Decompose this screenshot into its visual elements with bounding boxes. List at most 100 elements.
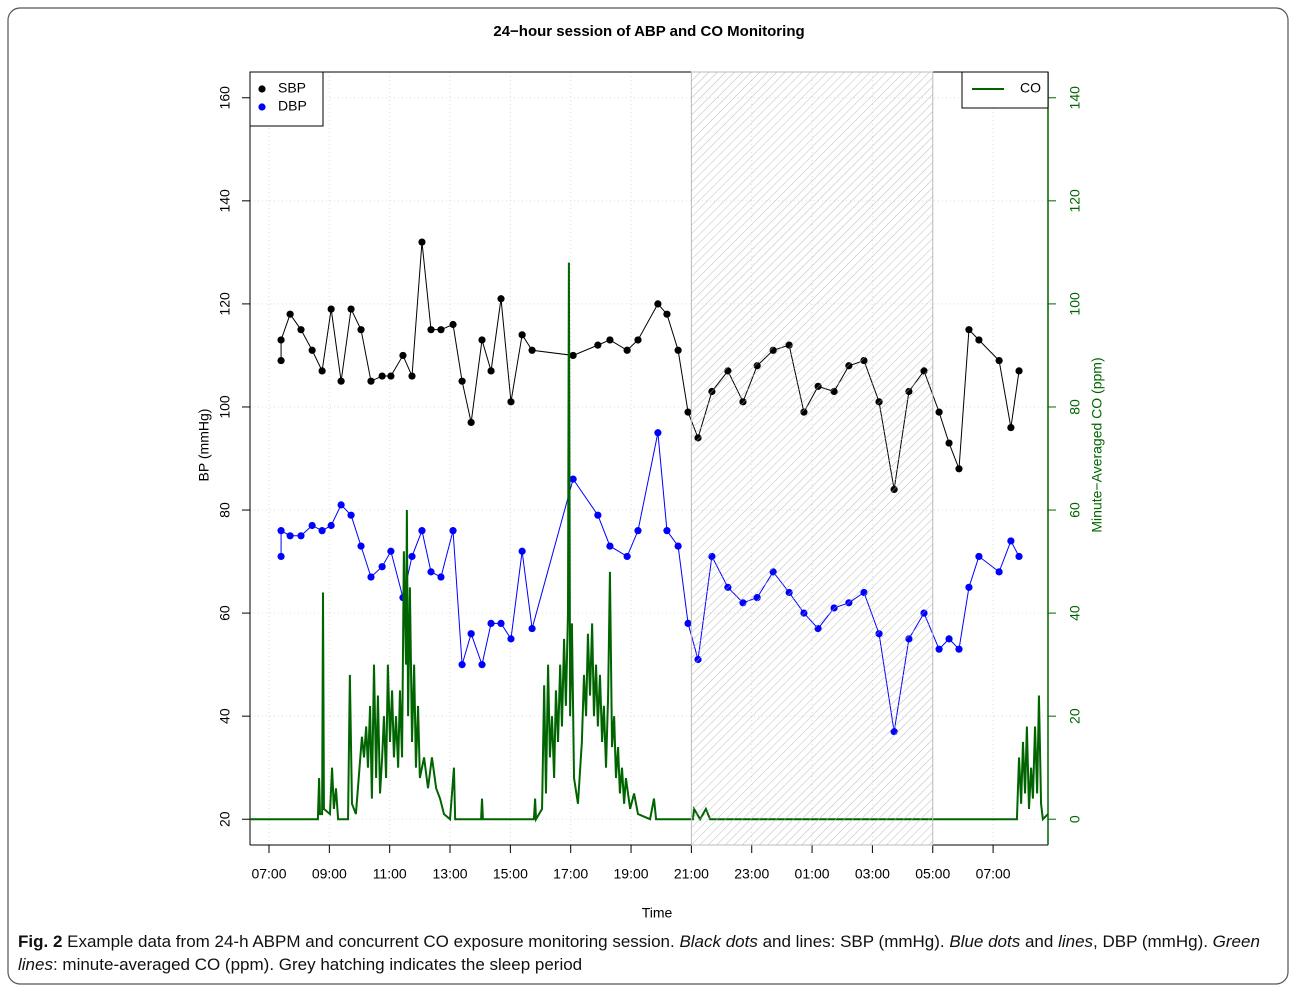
caption-run: and — [1020, 932, 1059, 951]
data-point — [634, 336, 642, 344]
data-point — [277, 552, 285, 561]
data-point — [935, 645, 943, 653]
data-point — [418, 238, 426, 246]
data-point — [408, 552, 416, 561]
data-point — [297, 532, 305, 540]
data-point — [975, 552, 983, 561]
data-point — [458, 377, 466, 385]
data-point — [487, 367, 495, 375]
x-tick-label: 05:00 — [915, 866, 950, 882]
data-point — [467, 418, 475, 427]
data-point — [995, 356, 1003, 365]
caption-run: : minute-averaged CO (ppm). Grey hatchin… — [52, 955, 583, 974]
data-point — [528, 624, 536, 633]
y-tick-label: 40 — [217, 708, 233, 724]
legend-box — [249, 71, 324, 127]
data-point — [387, 372, 395, 380]
x-tick-label: 21:00 — [674, 866, 709, 882]
data-point — [297, 326, 305, 334]
y-tick-label: 160 — [217, 86, 233, 110]
data-point — [277, 527, 285, 535]
data-point — [458, 661, 466, 669]
data-point — [497, 619, 505, 628]
data-point — [367, 377, 375, 385]
data-point — [286, 532, 294, 540]
data-point — [467, 630, 475, 638]
x-tick-label: 07:00 — [251, 866, 286, 882]
caption-run: , DBP (mmHg). — [1093, 932, 1213, 951]
data-point — [569, 351, 577, 360]
x-tick-label: 19:00 — [614, 866, 649, 882]
data-point — [378, 372, 386, 380]
data-point — [654, 429, 662, 437]
legend-label: DBP — [278, 98, 307, 114]
data-point — [528, 346, 536, 354]
caption-run: Black dots — [679, 932, 758, 951]
data-point — [623, 552, 631, 561]
data-point — [378, 563, 386, 571]
x-tick-label: 07:00 — [976, 866, 1011, 882]
data-point — [634, 527, 642, 535]
data-point — [654, 300, 662, 308]
y-tick-label: 80 — [217, 502, 233, 518]
data-point — [357, 326, 365, 334]
x-tick-label: 15:00 — [493, 866, 528, 882]
data-point — [995, 568, 1003, 576]
data-point — [308, 521, 316, 530]
x-tick-label: 01:00 — [795, 866, 830, 882]
data-point — [965, 583, 973, 591]
data-point — [449, 527, 457, 535]
chart-title: 24−hour session of ABP and CO Monitoring — [493, 23, 804, 40]
data-point — [399, 351, 407, 360]
data-point — [347, 305, 355, 313]
caption-run: lines — [1058, 932, 1094, 951]
caption-run: Green lines — [18, 932, 1265, 974]
caption-run: and lines: SBP (mmHg). — [757, 932, 950, 951]
data-point — [955, 645, 963, 653]
data-point — [437, 326, 445, 334]
data-point — [663, 310, 671, 318]
y2-tick-label: 40 — [1067, 605, 1083, 621]
data-point — [684, 619, 692, 628]
data-point — [674, 346, 682, 354]
y-tick-label: 100 — [217, 395, 233, 419]
legend-label: CO — [1020, 80, 1041, 96]
data-point — [357, 542, 365, 550]
x-tick-label: 17:00 — [553, 866, 588, 882]
data-point — [487, 619, 495, 628]
caption-run: Blue dots — [949, 932, 1021, 951]
data-point — [684, 408, 692, 416]
y-tick-label: 140 — [217, 189, 233, 213]
y2-tick-label: 0 — [1067, 815, 1083, 823]
y2-tick-label: 20 — [1067, 708, 1083, 724]
data-point — [347, 511, 355, 519]
y2-axis-label: Minute−Averaged CO (ppm) — [1089, 357, 1105, 532]
y2-tick-label: 80 — [1067, 399, 1083, 415]
x-axis-label: Time — [642, 905, 673, 921]
data-point — [955, 465, 963, 473]
data-point — [437, 573, 445, 581]
data-point — [945, 635, 953, 643]
frame — [7, 7, 1289, 985]
sleep-period — [690, 71, 934, 846]
data-point — [327, 521, 335, 530]
data-point — [408, 372, 416, 380]
data-point — [569, 475, 577, 483]
data-point — [606, 336, 614, 344]
data-point — [674, 542, 682, 550]
legend-label: SBP — [278, 80, 306, 96]
y2-tick-label: 120 — [1067, 189, 1083, 213]
data-point — [663, 527, 671, 535]
caption: Fig. 2 Example data from 24-h ABPM and c… — [18, 930, 1280, 976]
caption-run: Fig. 2 — [18, 932, 63, 951]
data-point — [1007, 423, 1015, 432]
y2-tick-label: 60 — [1067, 502, 1083, 518]
data-point — [1015, 552, 1023, 561]
x-tick-label: 03:00 — [855, 866, 890, 882]
data-point — [387, 547, 395, 555]
data-point — [367, 573, 375, 581]
data-point — [318, 527, 326, 535]
data-point — [975, 336, 983, 344]
data-point — [606, 542, 614, 550]
